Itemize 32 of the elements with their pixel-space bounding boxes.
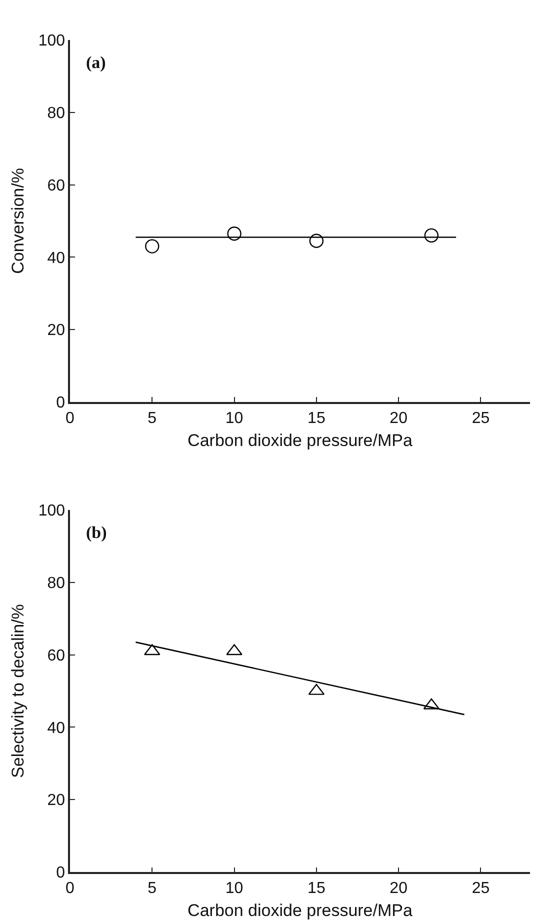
y-tick-label: 60 (47, 177, 66, 194)
y-tick-label: 80 (47, 104, 66, 122)
x-tick-label: 25 (472, 880, 490, 897)
y-tick-label: 20 (47, 792, 66, 810)
y-tick-label: 80 (47, 575, 66, 592)
y-tick-label: 100 (38, 32, 66, 50)
y-tick-label: 0 (56, 864, 66, 882)
y-axis-title: Selectivity to decalin/% (8, 604, 28, 778)
annotation: (a) (86, 53, 106, 72)
x-tick-label: 10 (225, 410, 244, 427)
x-tick-label: 25 (472, 410, 490, 427)
point (227, 226, 242, 241)
y-tick-label: 40 (47, 250, 66, 267)
point (309, 234, 324, 248)
x-axis-title: Carbon dioxide pressure/MPa (188, 430, 413, 450)
x-tick-label: 10 (225, 880, 244, 897)
point (145, 239, 160, 254)
x-tick-label: 20 (390, 880, 408, 897)
y-tick-label: 20 (47, 322, 66, 340)
y-tick-label: 40 (47, 720, 66, 737)
annotation: (b) (86, 523, 107, 542)
y-axis-title: Conversion/% (8, 168, 28, 274)
x-axis-title: Carbon dioxide pressure/MPa (188, 900, 413, 920)
x-tick-label: 15 (308, 410, 326, 427)
x-tick-label: 5 (148, 410, 157, 427)
point (424, 228, 439, 243)
y-tick-label: 0 (56, 394, 66, 412)
y-tick-label: 60 (47, 647, 66, 664)
x-tick-label: 5 (148, 880, 157, 897)
x-tick-label: 15 (308, 880, 326, 897)
x-tick-label: 20 (390, 410, 408, 427)
y-tick-label: 100 (38, 502, 66, 520)
